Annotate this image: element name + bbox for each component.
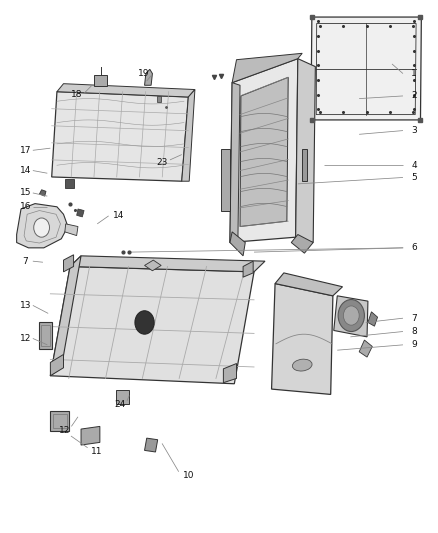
Polygon shape	[52, 92, 188, 181]
Circle shape	[135, 311, 154, 334]
Polygon shape	[50, 266, 254, 384]
Polygon shape	[291, 235, 313, 253]
Text: 12: 12	[59, 426, 71, 434]
Polygon shape	[359, 340, 372, 357]
Polygon shape	[182, 90, 195, 181]
Polygon shape	[221, 149, 230, 211]
Polygon shape	[157, 96, 161, 102]
Polygon shape	[65, 179, 74, 188]
Polygon shape	[64, 255, 74, 272]
Polygon shape	[223, 364, 237, 383]
Polygon shape	[240, 77, 288, 227]
Polygon shape	[50, 354, 64, 376]
Text: 4: 4	[411, 161, 417, 169]
Ellipse shape	[293, 359, 312, 371]
Polygon shape	[145, 438, 158, 452]
Polygon shape	[302, 149, 307, 181]
Polygon shape	[275, 273, 343, 296]
Text: 11: 11	[91, 448, 102, 456]
Text: 7: 7	[411, 314, 417, 322]
Polygon shape	[77, 209, 84, 217]
Text: 2: 2	[411, 92, 417, 100]
Circle shape	[34, 218, 49, 237]
Polygon shape	[272, 284, 333, 394]
Polygon shape	[243, 261, 253, 277]
Text: 10: 10	[183, 471, 194, 480]
Polygon shape	[230, 83, 240, 245]
Polygon shape	[39, 322, 52, 349]
Text: 12: 12	[20, 334, 31, 343]
Text: 7: 7	[22, 257, 28, 265]
Polygon shape	[65, 224, 78, 236]
Text: 3: 3	[411, 126, 417, 135]
Text: 14: 14	[20, 166, 31, 175]
Polygon shape	[17, 204, 68, 248]
Text: 15: 15	[20, 189, 31, 197]
Polygon shape	[296, 59, 315, 243]
Polygon shape	[232, 53, 302, 83]
Text: 8: 8	[411, 327, 417, 336]
Polygon shape	[230, 232, 245, 256]
Text: 9: 9	[411, 341, 417, 349]
Text: 19: 19	[138, 69, 149, 78]
Polygon shape	[368, 312, 378, 326]
Polygon shape	[230, 59, 298, 243]
Text: 23: 23	[156, 158, 168, 167]
Circle shape	[338, 300, 364, 332]
Polygon shape	[145, 69, 152, 85]
Polygon shape	[39, 190, 46, 196]
Text: 24: 24	[115, 400, 126, 408]
Text: 17: 17	[20, 146, 31, 155]
Polygon shape	[70, 256, 265, 272]
Text: 1: 1	[411, 69, 417, 78]
Polygon shape	[81, 426, 100, 445]
Text: 14: 14	[113, 212, 124, 220]
Text: 18: 18	[71, 91, 82, 99]
Polygon shape	[94, 75, 107, 86]
Text: 13: 13	[20, 301, 31, 310]
Polygon shape	[50, 411, 69, 431]
Polygon shape	[311, 17, 421, 120]
Text: 16: 16	[20, 203, 31, 211]
Polygon shape	[334, 296, 368, 337]
Text: 5: 5	[411, 173, 417, 182]
Polygon shape	[145, 260, 161, 271]
Polygon shape	[116, 390, 129, 404]
Text: 6: 6	[411, 244, 417, 252]
Polygon shape	[57, 84, 195, 97]
Circle shape	[343, 306, 359, 325]
Polygon shape	[50, 256, 81, 376]
